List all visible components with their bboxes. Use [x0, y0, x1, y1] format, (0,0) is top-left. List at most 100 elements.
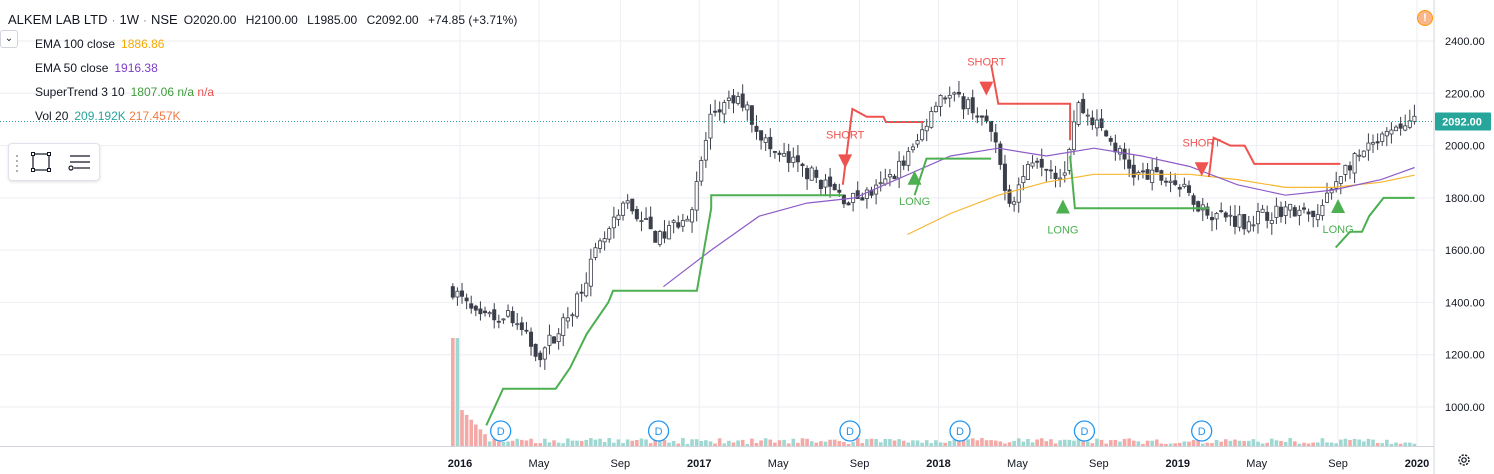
candle-body: [722, 102, 727, 115]
candle-body: [634, 209, 639, 220]
volume-bar: [474, 424, 478, 446]
indicator-name[interactable]: Vol 20: [35, 109, 69, 123]
volume-bar: [616, 439, 621, 446]
volume-bar: [639, 438, 644, 446]
volume-bar: [1251, 439, 1256, 446]
candle-body: [630, 198, 635, 212]
gear-icon[interactable]: [1456, 452, 1472, 468]
candle-body: [639, 220, 644, 223]
candle-body: [763, 137, 768, 143]
volume-bar: [1200, 443, 1205, 446]
volume-bar: [635, 440, 639, 446]
symbol-row: ALKEM LAB LTD · 1W · NSE O2020.00 H2100.…: [8, 8, 523, 32]
indicator-volume[interactable]: Vol 20 209.192K 217.457K: [35, 104, 523, 128]
indicator-name[interactable]: SuperTrend 3 10: [35, 85, 125, 99]
candle-body: [1122, 148, 1127, 160]
volume-bar: [1412, 443, 1417, 446]
dividend-event-icon[interactable]: [490, 420, 512, 442]
indicator-ema100[interactable]: EMA 100 close 1886.86: [35, 32, 523, 56]
dividend-event-icon[interactable]: [1191, 420, 1213, 442]
candle-body: [795, 155, 800, 163]
volume-bar: [681, 438, 685, 446]
volume-bar: [796, 442, 800, 446]
y-tick-label: 2400.00: [1445, 36, 1485, 48]
volume-bar: [920, 442, 924, 446]
rectangle-select-icon[interactable]: [27, 148, 55, 176]
candle-body: [1412, 115, 1417, 122]
volume-bar: [938, 442, 943, 446]
candle-body: [487, 312, 492, 315]
indicator-name[interactable]: EMA 100 close: [35, 37, 116, 51]
volume-bar: [805, 438, 809, 446]
volume-bar: [1371, 439, 1375, 446]
y-tick-label: 1200.00: [1445, 350, 1485, 362]
volume-bar: [515, 438, 520, 446]
volume-bar: [1352, 438, 1357, 446]
volume-bar: [1095, 438, 1099, 446]
dividend-event-label: D: [1198, 426, 1206, 438]
collapse-legend-button[interactable]: ⌄: [0, 30, 18, 48]
candle-body: [1278, 206, 1283, 217]
candle-body: [1016, 184, 1021, 203]
ema-lines: [663, 147, 1415, 288]
candle-body: [1375, 141, 1380, 144]
candle-body: [1025, 163, 1030, 180]
volume-bar: [1237, 440, 1242, 446]
volume-bar: [791, 438, 796, 446]
candle-body: [1104, 130, 1109, 137]
dividend-event-icon[interactable]: [647, 420, 670, 442]
symbol-name[interactable]: ALKEM LAB LTD: [8, 12, 108, 27]
volume-bar: [1150, 440, 1154, 446]
warning-icon[interactable]: !: [1417, 10, 1433, 26]
drawing-toolbox[interactable]: [8, 143, 100, 181]
candle-body: [1021, 176, 1026, 184]
candle-body: [791, 156, 796, 163]
volume-bars: [451, 338, 1417, 446]
candle-body: [906, 151, 911, 166]
volume-bar: [998, 441, 1003, 446]
candle-body: [1334, 181, 1339, 189]
candle-body: [943, 97, 948, 100]
dividend-event-icon[interactable]: [949, 420, 971, 442]
volume-bar: [1044, 441, 1049, 446]
indicator-supertrend[interactable]: SuperTrend 3 10 1807.06 n/a n/a: [35, 80, 523, 104]
volume-bar: [492, 438, 497, 446]
x-tick-label: Sep: [1089, 458, 1109, 470]
volume-bar: [561, 443, 566, 446]
volume-bar: [575, 440, 579, 446]
indicator-name[interactable]: EMA 50 close: [35, 61, 109, 75]
settings-lines-icon[interactable]: [65, 148, 93, 176]
volume-bar: [1081, 441, 1085, 446]
dividend-event-icon[interactable]: [1073, 420, 1096, 442]
volume-bar: [837, 441, 842, 446]
supertrend-segment: [1069, 155, 1209, 210]
volume-bar: [897, 439, 901, 446]
candle-body: [561, 317, 566, 336]
volume-bar: [1279, 440, 1283, 446]
volume-bar: [1256, 441, 1260, 446]
volume-bar: [1053, 443, 1058, 446]
volume-bar: [1076, 438, 1081, 446]
candle-body: [717, 109, 722, 113]
candle-body: [929, 111, 934, 128]
volume-bar: [520, 439, 524, 446]
indicator-ema50[interactable]: EMA 50 close 1916.38: [35, 56, 523, 80]
volume-bar: [704, 440, 708, 446]
volume-bar: [1223, 439, 1228, 446]
volume-bar: [579, 441, 584, 446]
volume-bar: [1072, 440, 1076, 446]
candle-body: [492, 309, 497, 321]
drag-handle-icon[interactable]: [15, 153, 19, 173]
volume-bar: [1118, 441, 1122, 446]
candle-body: [593, 247, 598, 258]
volume-bar: [1334, 443, 1339, 446]
volume-bar: [957, 438, 961, 446]
legend-separator: ·: [142, 13, 147, 27]
dividend-event-icon[interactable]: [839, 420, 861, 442]
volume-bar: [1214, 439, 1219, 446]
volume-bar: [975, 440, 980, 446]
symbol-interval[interactable]: 1W: [119, 12, 139, 27]
y-tick-label: 1000.00: [1445, 402, 1485, 414]
